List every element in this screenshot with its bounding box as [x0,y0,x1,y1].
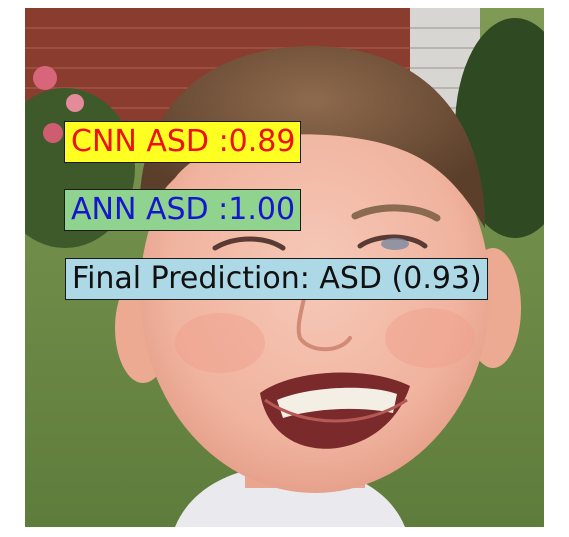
final-prediction-label: Final Prediction: ASD (0.93) [65,258,488,300]
cnn-score-label: CNN ASD :0.89 [64,121,301,163]
ann-score-label: ANN ASD :1.00 [64,189,301,231]
